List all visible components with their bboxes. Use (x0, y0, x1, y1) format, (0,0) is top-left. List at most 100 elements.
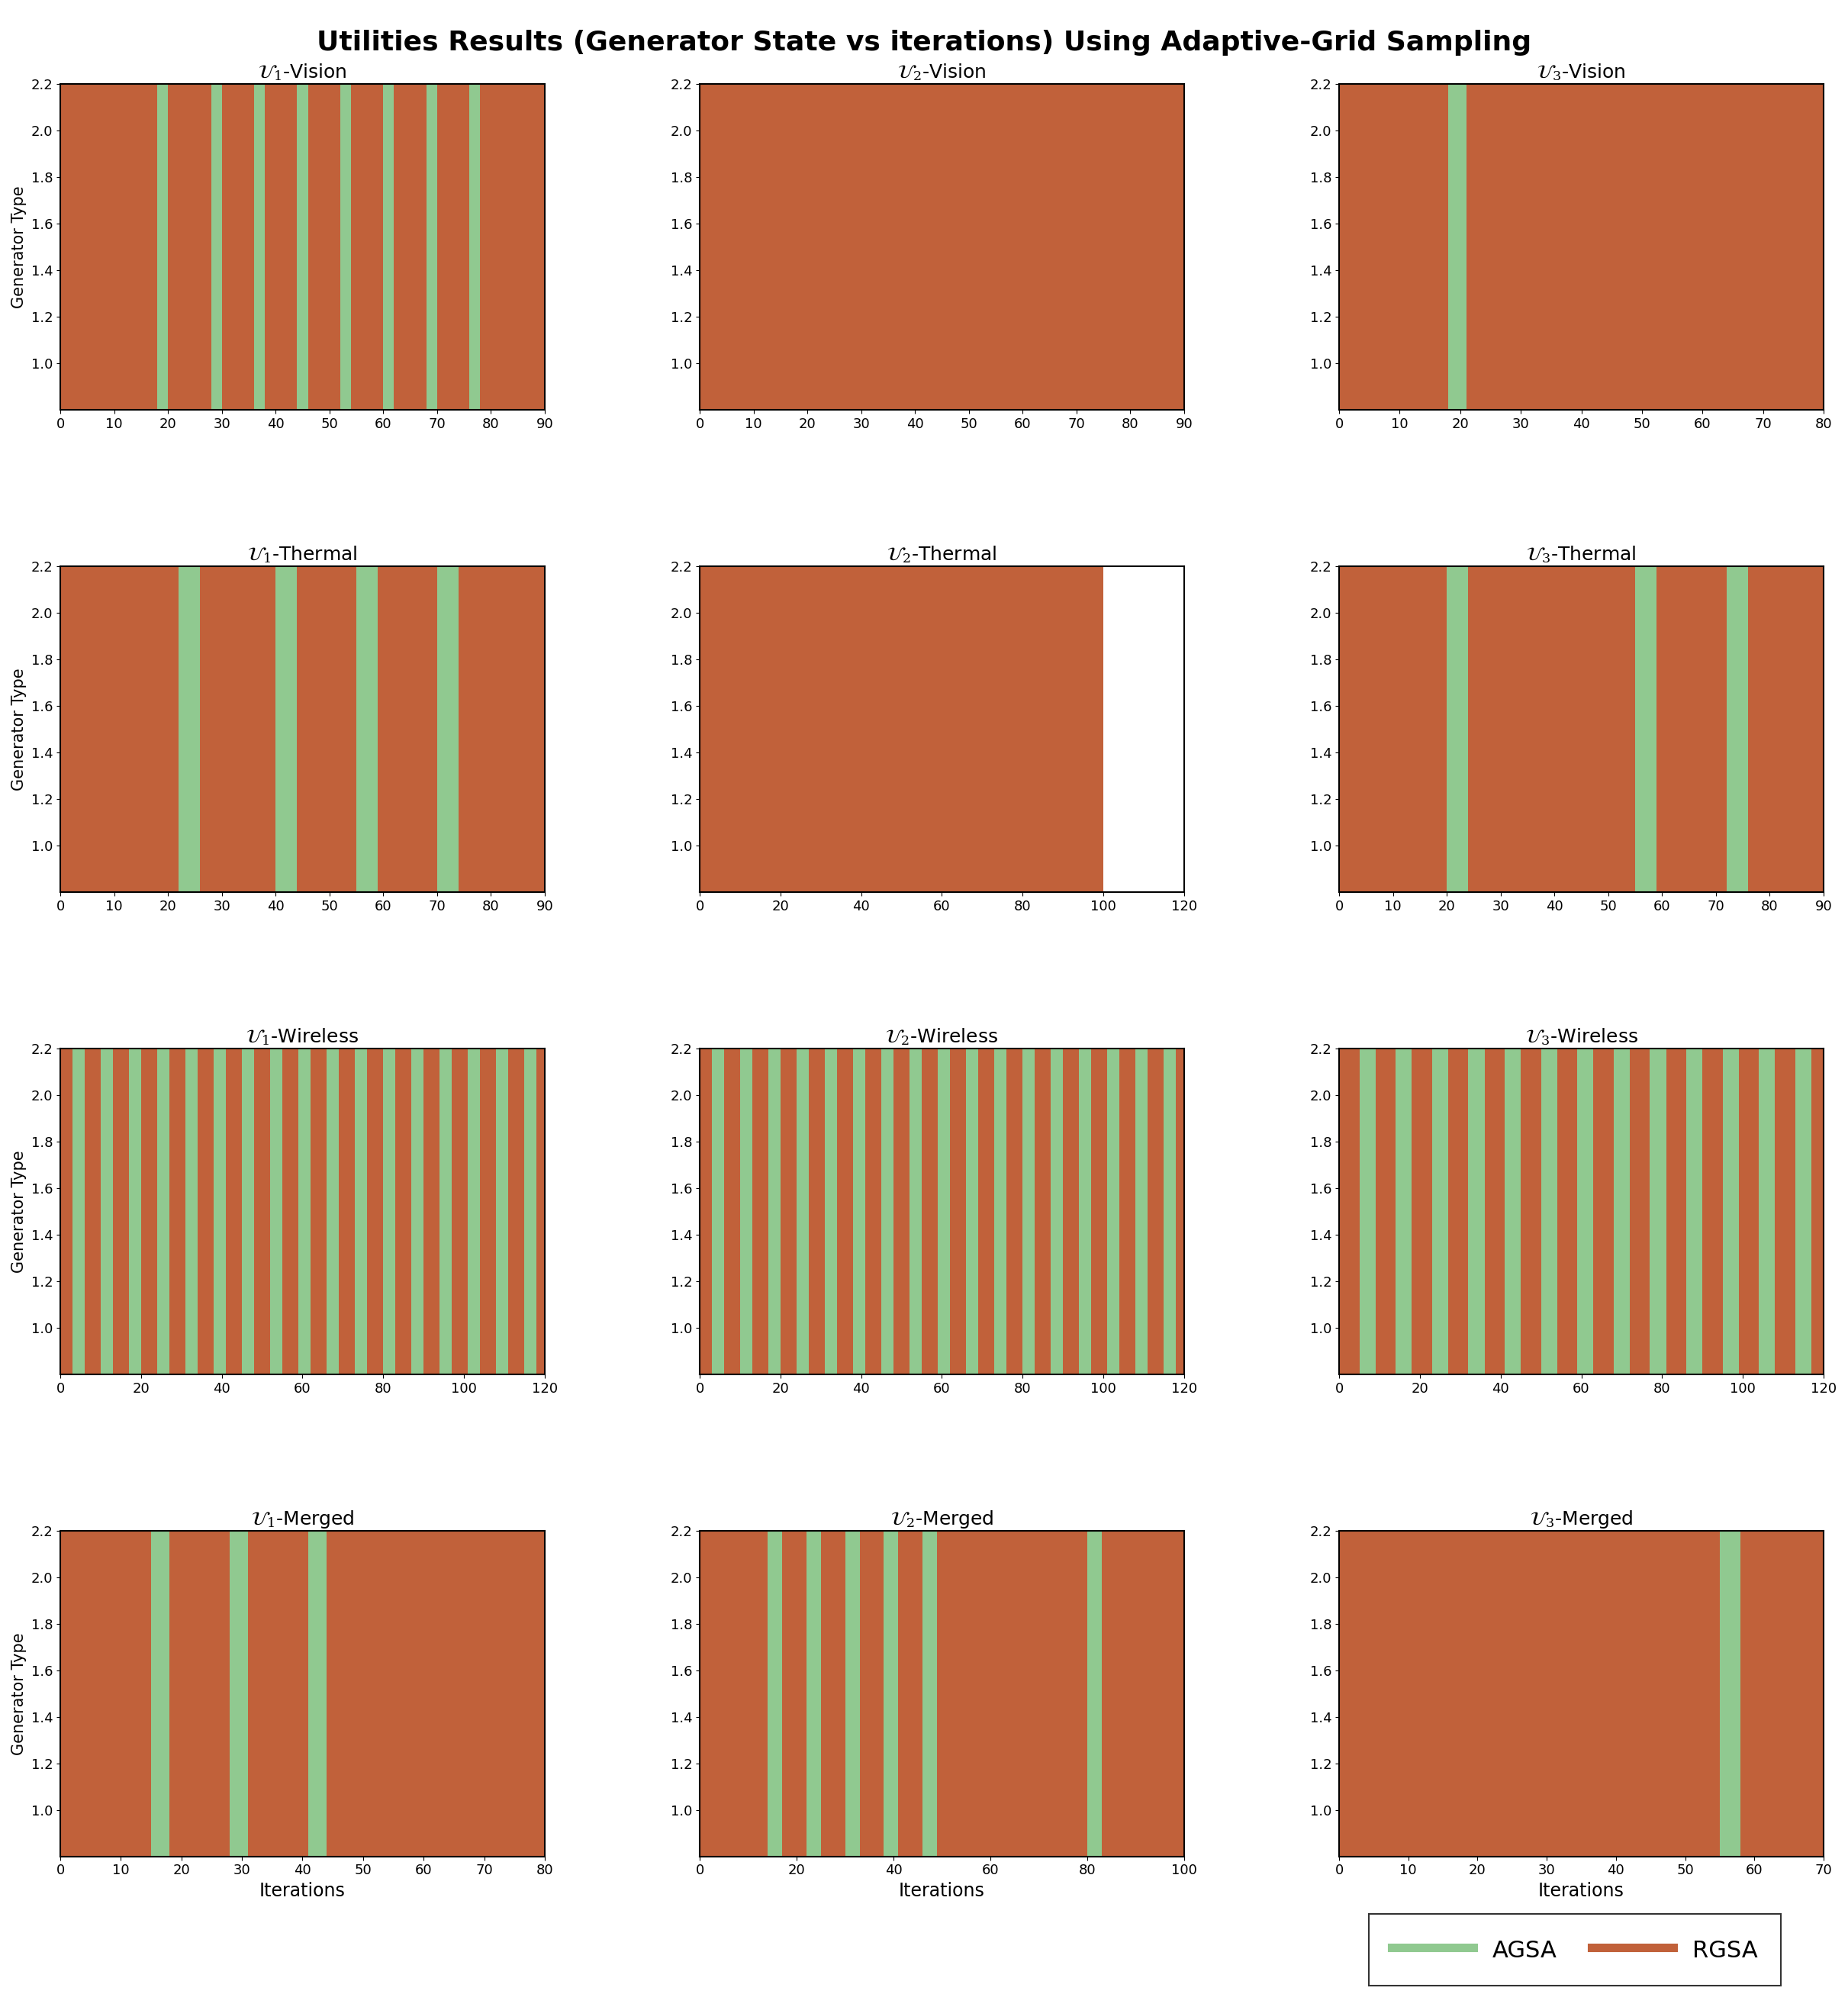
Bar (796, 1048, 809, 1375)
Bar (1469, 1048, 1484, 1375)
Bar (769, 1048, 780, 1375)
Bar (1340, 84, 1449, 409)
Bar (368, 1048, 383, 1375)
Title: $\mathcal{U}_2$-Vision: $\mathcal{U}_2$-Vision (898, 62, 987, 82)
Bar (200, 566, 275, 893)
Bar (739, 1048, 752, 1375)
Bar (383, 84, 394, 409)
Bar (275, 566, 298, 893)
Bar (1811, 1048, 1824, 1375)
Bar (185, 1048, 198, 1375)
Bar (845, 1531, 859, 1856)
Bar (438, 84, 469, 409)
Bar (355, 1048, 368, 1375)
Bar (340, 84, 351, 409)
Y-axis label: Generator Type: Generator Type (11, 187, 26, 309)
Bar (357, 566, 377, 893)
Bar (61, 1531, 152, 1856)
Bar (700, 1048, 711, 1375)
Bar (1613, 1048, 1630, 1375)
Title: $\mathcal{U}_3$-Thermal: $\mathcal{U}_3$-Thermal (1526, 544, 1637, 564)
Bar (1635, 566, 1656, 893)
Bar (497, 1048, 508, 1375)
Bar (939, 1048, 950, 1375)
Bar (1776, 1048, 1794, 1375)
Bar (179, 566, 200, 893)
Bar (994, 1048, 1007, 1375)
Bar (1164, 1048, 1175, 1375)
Bar (1079, 1048, 1092, 1375)
Bar (854, 1048, 865, 1375)
Bar (922, 1048, 939, 1375)
Bar (1101, 1531, 1185, 1856)
Bar (298, 84, 309, 409)
Bar (1087, 1531, 1101, 1856)
Bar (967, 1048, 978, 1375)
Bar (85, 1048, 100, 1375)
Bar (152, 1531, 170, 1856)
Bar (453, 1048, 468, 1375)
Bar (1375, 1048, 1395, 1375)
Bar (423, 1048, 440, 1375)
Bar (724, 1048, 739, 1375)
Bar (253, 84, 264, 409)
Bar (1120, 1048, 1137, 1375)
Title: $\mathcal{U}_3$-Wireless: $\mathcal{U}_3$-Wireless (1525, 1026, 1637, 1048)
Bar (225, 1048, 242, 1375)
Bar (700, 1531, 767, 1856)
Bar (170, 1531, 229, 1856)
Bar (898, 1531, 922, 1856)
Bar (480, 84, 545, 409)
Bar (157, 84, 168, 409)
Bar (229, 1531, 248, 1856)
Bar (327, 1048, 338, 1375)
Bar (1022, 1048, 1035, 1375)
Bar (248, 1531, 309, 1856)
Bar (1137, 1048, 1148, 1375)
Bar (211, 84, 222, 409)
Bar (711, 1048, 724, 1375)
Bar (214, 1048, 225, 1375)
Bar (1148, 1048, 1164, 1375)
X-axis label: Iterations: Iterations (898, 1883, 985, 1901)
Title: $\mathcal{U}_2$-Wireless: $\mathcal{U}_2$-Wireless (885, 1026, 998, 1048)
Bar (909, 1048, 922, 1375)
Bar (1702, 1048, 1722, 1375)
Bar (377, 566, 438, 893)
Bar (61, 566, 179, 893)
Bar (809, 1048, 824, 1375)
Title: $\mathcal{U}_1$-Thermal: $\mathcal{U}_1$-Thermal (248, 544, 359, 564)
Bar (1465, 84, 1824, 409)
Bar (270, 1048, 283, 1375)
Bar (837, 1048, 854, 1375)
Bar (1412, 1048, 1432, 1375)
Bar (865, 1048, 881, 1375)
Bar (1541, 1048, 1558, 1375)
Title: $\mathcal{U}_2$-Thermal: $\mathcal{U}_2$-Thermal (887, 544, 998, 564)
Bar (950, 1048, 967, 1375)
Bar (395, 1048, 412, 1375)
Y-axis label: Generator Type: Generator Type (11, 1150, 26, 1272)
Bar (922, 1531, 937, 1856)
Bar (1469, 566, 1635, 893)
Bar (1748, 566, 1824, 893)
Bar (782, 1531, 806, 1856)
Bar (1578, 1048, 1593, 1375)
Bar (1449, 84, 1465, 409)
Bar (157, 1048, 170, 1375)
Bar (1484, 1048, 1504, 1375)
Bar (1739, 1048, 1759, 1375)
Bar (469, 84, 480, 409)
Bar (893, 1048, 909, 1375)
Bar (1395, 1048, 1412, 1375)
Bar (351, 84, 383, 409)
Bar (1650, 1048, 1667, 1375)
Title: $\mathcal{U}_2$-Merged: $\mathcal{U}_2$-Merged (891, 1509, 994, 1529)
Bar (222, 84, 253, 409)
Bar (1521, 1048, 1541, 1375)
Bar (1558, 1048, 1578, 1375)
X-axis label: Iterations: Iterations (1538, 1883, 1624, 1901)
Bar (129, 1048, 140, 1375)
Bar (1504, 1048, 1521, 1375)
Bar (438, 566, 458, 893)
